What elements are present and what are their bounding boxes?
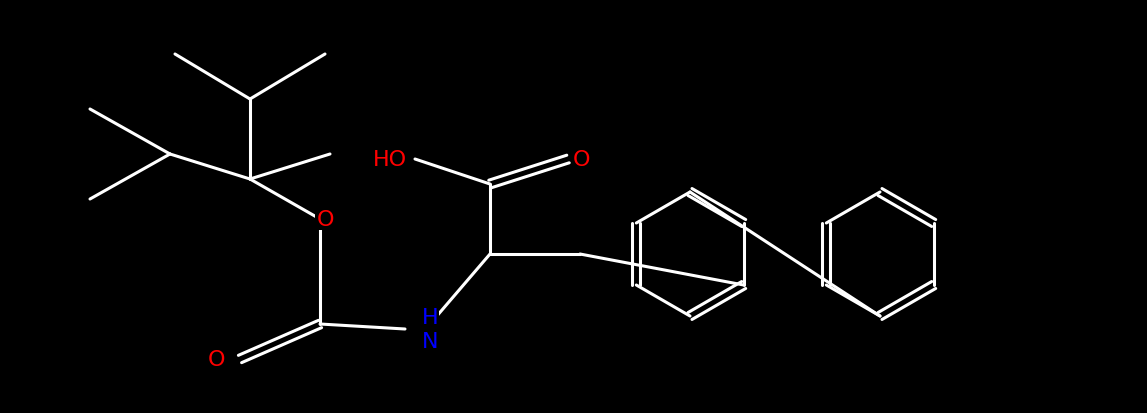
Text: HO: HO xyxy=(373,150,407,170)
Text: O: O xyxy=(574,150,591,170)
Text: O: O xyxy=(208,349,225,369)
Text: H
N: H N xyxy=(422,308,438,351)
Text: O: O xyxy=(317,209,334,230)
